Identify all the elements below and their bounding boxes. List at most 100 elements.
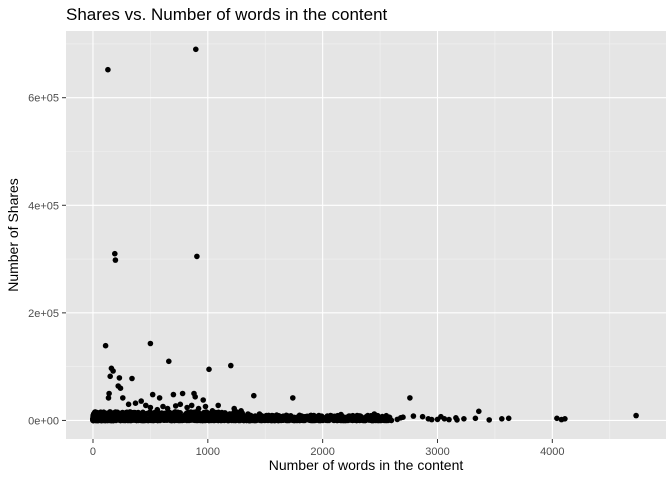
data-point bbox=[147, 404, 154, 411]
data-point bbox=[304, 416, 311, 423]
x-axis-title: Number of words in the content bbox=[269, 457, 464, 473]
data-point bbox=[213, 417, 219, 424]
data-point bbox=[215, 402, 221, 409]
data-point bbox=[116, 375, 123, 381]
data-point bbox=[441, 416, 448, 422]
data-point bbox=[329, 413, 335, 419]
x-tick-label: 4000 bbox=[540, 446, 564, 458]
data-point bbox=[237, 417, 244, 424]
data-point bbox=[191, 417, 198, 424]
data-point bbox=[159, 414, 166, 421]
data-point bbox=[149, 391, 156, 398]
data-point bbox=[105, 66, 111, 73]
data-point bbox=[153, 416, 160, 423]
data-point bbox=[195, 414, 202, 420]
data-point bbox=[154, 406, 161, 413]
data-point bbox=[371, 411, 378, 417]
data-point bbox=[222, 410, 228, 416]
data-point bbox=[308, 417, 315, 423]
data-point bbox=[206, 366, 212, 373]
data-point bbox=[125, 417, 131, 424]
y-tick-label: 4e+05 bbox=[28, 200, 59, 212]
x-tick-label: 0 bbox=[90, 446, 96, 458]
data-point bbox=[363, 413, 370, 420]
data-point bbox=[138, 398, 144, 404]
data-point bbox=[265, 417, 271, 424]
data-point bbox=[169, 417, 175, 424]
data-point bbox=[558, 416, 565, 423]
data-point bbox=[476, 408, 482, 415]
data-point bbox=[137, 416, 144, 423]
data-point bbox=[245, 411, 251, 417]
data-point bbox=[486, 417, 493, 423]
data-point bbox=[505, 415, 512, 422]
data-point bbox=[143, 402, 149, 409]
data-point bbox=[379, 414, 386, 421]
data-point bbox=[175, 409, 181, 416]
data-point bbox=[256, 411, 263, 417]
data-point bbox=[338, 411, 344, 418]
data-point bbox=[226, 417, 232, 423]
data-point bbox=[231, 405, 237, 412]
data-point bbox=[106, 390, 112, 397]
x-tick-label: 1000 bbox=[196, 446, 220, 458]
data-point bbox=[147, 340, 154, 347]
data-point bbox=[407, 395, 413, 401]
data-point bbox=[499, 416, 505, 422]
data-point bbox=[347, 414, 354, 421]
y-axis: 0e+00 2e+05 4e+05 6e+05 bbox=[28, 93, 66, 427]
data-point bbox=[400, 414, 406, 421]
data-point bbox=[428, 416, 435, 423]
data-point bbox=[113, 414, 120, 421]
data-point bbox=[129, 375, 135, 382]
data-point bbox=[354, 412, 360, 419]
data-point bbox=[369, 417, 375, 424]
data-point bbox=[149, 413, 156, 419]
data-point bbox=[252, 413, 259, 419]
data-point bbox=[319, 414, 326, 421]
data-point bbox=[90, 416, 96, 422]
data-point bbox=[238, 408, 244, 414]
data-point bbox=[107, 373, 113, 380]
data-point bbox=[273, 412, 280, 418]
data-point bbox=[117, 385, 124, 392]
data-point bbox=[230, 414, 236, 420]
data-point bbox=[263, 412, 270, 419]
data-point bbox=[195, 405, 202, 412]
data-points bbox=[90, 46, 639, 424]
data-point bbox=[554, 415, 560, 422]
data-point bbox=[135, 409, 141, 416]
data-point bbox=[200, 397, 206, 403]
chart-title: Shares vs. Number of words in the conten… bbox=[66, 5, 388, 24]
data-point bbox=[182, 415, 188, 422]
data-point bbox=[120, 395, 126, 401]
data-point bbox=[472, 415, 479, 422]
data-point bbox=[207, 414, 213, 421]
grid-lines bbox=[66, 31, 666, 439]
data-point bbox=[315, 417, 322, 423]
y-tick-label: 0e+00 bbox=[28, 415, 59, 427]
x-tick-label: 3000 bbox=[425, 446, 449, 458]
data-point bbox=[257, 416, 264, 423]
plot-panel bbox=[66, 31, 666, 439]
y-axis-title: Number of Shares bbox=[5, 178, 21, 292]
data-point bbox=[394, 416, 401, 423]
data-point bbox=[386, 415, 393, 422]
data-point bbox=[119, 413, 125, 419]
data-point bbox=[166, 358, 172, 365]
data-point bbox=[125, 401, 132, 408]
data-point bbox=[446, 416, 452, 423]
data-point bbox=[177, 401, 184, 408]
data-point bbox=[461, 416, 467, 422]
data-point bbox=[251, 392, 257, 399]
y-tick-label: 2e+05 bbox=[28, 308, 59, 320]
data-point bbox=[454, 417, 460, 423]
data-point bbox=[110, 368, 116, 374]
data-point bbox=[112, 250, 118, 257]
data-point bbox=[209, 408, 216, 414]
data-point bbox=[434, 416, 441, 423]
x-tick-label: 2000 bbox=[310, 446, 334, 458]
data-point bbox=[131, 409, 137, 416]
y-tick-label: 6e+05 bbox=[28, 93, 59, 105]
